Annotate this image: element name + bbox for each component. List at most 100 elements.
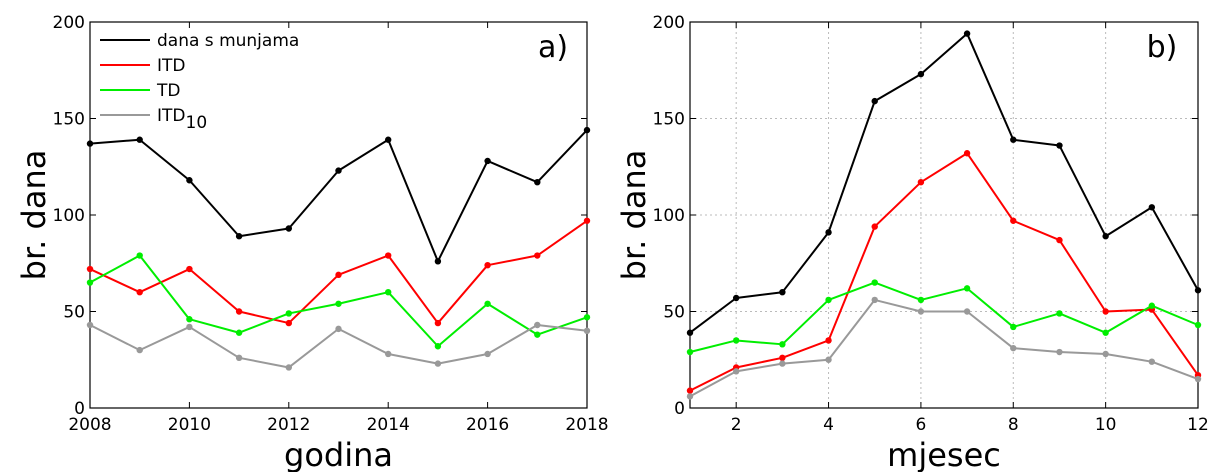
legend-label: TD (156, 81, 180, 101)
data-point (1148, 302, 1156, 309)
data-point (186, 323, 193, 331)
data-point (86, 321, 94, 329)
data-point (1056, 310, 1063, 317)
data-point (779, 289, 786, 296)
data-point (1194, 287, 1202, 294)
data-point (871, 296, 878, 304)
data-point (186, 316, 193, 323)
panel-label: a) (538, 30, 568, 65)
panel-label: b) (1147, 30, 1178, 65)
data-point (385, 350, 392, 358)
y-tick-label: 50 (663, 303, 685, 323)
y-tick-label: 150 (653, 110, 685, 130)
data-point (825, 356, 832, 363)
data-point (235, 329, 243, 336)
data-point (732, 294, 740, 302)
data-point (1010, 136, 1017, 143)
data-point (963, 285, 971, 292)
data-point (917, 178, 925, 186)
data-point (534, 178, 541, 186)
data-point (779, 360, 786, 367)
data-point (335, 271, 342, 279)
chart-panel-1: 2008 2010 2012 2014 2016 2018 0 50 100 150 200 godi… (15, 13, 609, 472)
legend-label-subscript: 10 (186, 113, 208, 133)
data-point (686, 329, 694, 336)
data-point (1056, 348, 1063, 356)
data-point (235, 308, 243, 315)
data-point (335, 325, 342, 333)
series-4 (86, 321, 591, 371)
x-axis-label: godina (284, 436, 393, 472)
data-point (917, 296, 925, 304)
data-point (1010, 323, 1017, 331)
y-tick-label: 150 (53, 110, 85, 130)
data-point (484, 157, 491, 165)
data-point (285, 364, 292, 371)
data-point (1056, 236, 1063, 244)
data-point (583, 327, 591, 334)
data-point (136, 136, 143, 143)
data-point (732, 337, 740, 344)
data-point (235, 354, 243, 362)
x-tick-label: 2018 (565, 415, 608, 435)
series-2 (686, 150, 1202, 394)
data-point (136, 252, 143, 259)
data-point (1148, 358, 1156, 365)
series-line (89, 129, 588, 263)
data-point (583, 126, 591, 134)
x-tick-label: 2014 (367, 415, 410, 435)
data-point (871, 97, 878, 105)
data-point (434, 360, 442, 367)
data-point (534, 331, 541, 338)
data-point (1102, 350, 1109, 358)
data-point (1010, 217, 1017, 224)
x-tick-label: 8 (1008, 415, 1019, 435)
data-point (434, 258, 442, 265)
legend-label: ITD10 (157, 106, 207, 133)
data-point (235, 233, 243, 240)
data-point (686, 393, 694, 400)
data-point (136, 289, 143, 296)
data-point (434, 343, 442, 350)
x-axis-label: mjesec (887, 436, 1001, 472)
y-tick-label: 0 (74, 399, 85, 419)
y-tick-label: 50 (63, 303, 85, 323)
data-point (825, 229, 832, 236)
data-point (779, 354, 786, 362)
data-point (1102, 329, 1109, 336)
x-tick-label: 2010 (168, 415, 211, 435)
data-point (335, 167, 342, 174)
y-axis-label: br. dana (615, 150, 653, 281)
data-point (779, 341, 786, 348)
data-point (136, 346, 143, 354)
data-point (86, 265, 94, 273)
x-tick-label: 2008 (68, 415, 111, 435)
y-axis-label: br. dana (15, 150, 53, 281)
series-4 (686, 296, 1202, 400)
data-point (285, 319, 292, 327)
data-point (1194, 321, 1202, 329)
legend: dana s munjama ITD TD ITD10 (100, 31, 299, 133)
data-point (1148, 204, 1156, 211)
data-point (686, 387, 694, 394)
data-point (1102, 233, 1109, 240)
x-tick-label: 4 (823, 415, 834, 435)
x-tick-label: 2012 (267, 415, 310, 435)
data-point (86, 279, 94, 286)
chart-panel-2: 2 4 6 8 10 12 0 50 100 150 200 mjesec br. dana b) (615, 13, 1209, 472)
data-point (871, 223, 878, 230)
data-point (434, 319, 442, 327)
data-point (285, 310, 292, 317)
data-point (963, 150, 971, 157)
data-point (583, 314, 591, 321)
data-point (871, 279, 878, 286)
data-point (385, 289, 392, 296)
y-tick-label: 100 (653, 206, 685, 226)
data-point (963, 30, 971, 37)
y-tick-label: 100 (53, 206, 85, 226)
data-point (385, 252, 392, 259)
series-line (689, 32, 1199, 334)
data-point (186, 177, 193, 184)
x-tick-label: 12 (1187, 415, 1209, 435)
